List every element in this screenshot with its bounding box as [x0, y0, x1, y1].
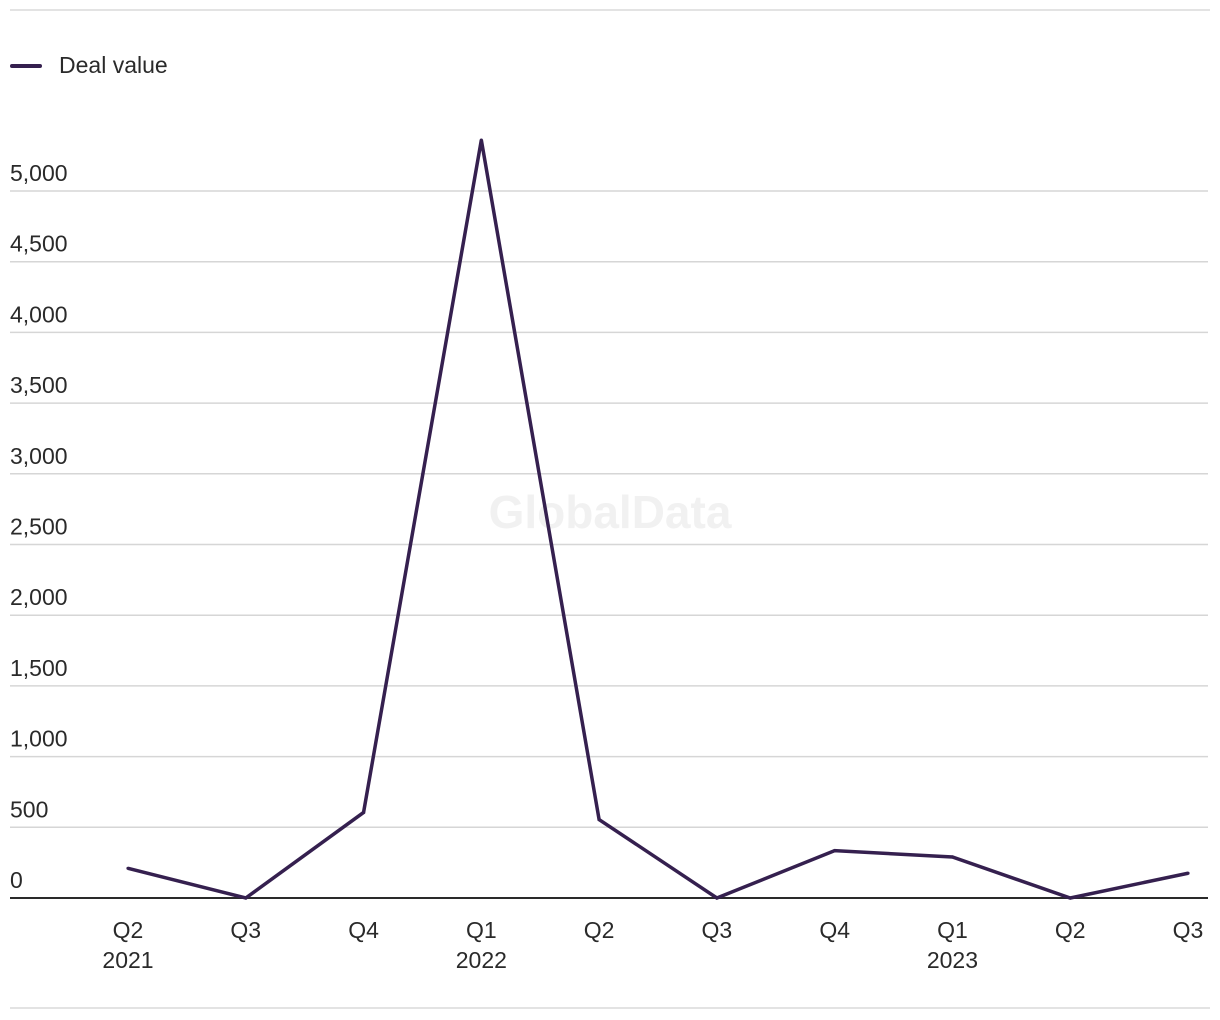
y-tick-label: 4,500: [10, 231, 68, 257]
data-point: [244, 896, 248, 900]
y-tick-label: 1,500: [10, 655, 68, 681]
y-tick-label: 2,500: [10, 514, 68, 540]
y-tick-label: 3,000: [10, 443, 68, 469]
x-tick-label: Q2: [584, 917, 615, 943]
data-point: [479, 138, 483, 142]
x-tick-label: Q4: [348, 917, 379, 943]
y-tick-label: 3,500: [10, 372, 68, 398]
legend: Deal value: [10, 52, 168, 79]
x-tick-label: Q3: [1173, 917, 1204, 943]
watermark: GlobalData: [489, 486, 732, 538]
grid-lines: [10, 190, 1208, 829]
y-tick-label: 4,000: [10, 301, 68, 327]
y-axis-labels: 0 500 1,000 1,500 2,000 2,500 3,000 3,500 4,000 4…: [10, 160, 68, 893]
y-tick-label: 5,000: [10, 160, 68, 186]
data-point: [126, 866, 130, 870]
x-tick-year-label: 2023: [927, 947, 978, 973]
x-tick-label: Q1: [466, 917, 497, 943]
legend-swatch: [10, 63, 42, 68]
series-line: [127, 139, 1189, 900]
legend-label: Deal value: [59, 52, 168, 78]
x-tick-label: Q3: [230, 917, 261, 943]
x-tick-label: Q1: [937, 917, 968, 943]
data-point: [715, 896, 719, 900]
x-tick-label: Q4: [819, 917, 850, 943]
y-tick-label: 500: [10, 796, 48, 822]
x-tick-year-label: 2021: [102, 947, 153, 973]
series-group: [126, 138, 1190, 900]
y-tick-label: 1,000: [10, 726, 68, 752]
y-tick-label: 2,000: [10, 584, 68, 610]
x-tick-label: Q3: [702, 917, 733, 943]
data-point: [597, 817, 601, 822]
data-point: [1068, 896, 1072, 900]
x-tick-label: Q2: [113, 917, 144, 943]
data-point: [361, 810, 366, 815]
data-point: [950, 855, 955, 859]
top-rule: [10, 9, 1210, 11]
x-tick-label: Q2: [1055, 917, 1086, 943]
data-point: [1186, 871, 1190, 875]
x-tick-year-label: 2022: [456, 947, 507, 973]
data-point: [833, 849, 837, 853]
y-tick-label: 0: [10, 867, 23, 893]
x-axis-labels: Q2 2021 Q3 Q4 Q1 2022 Q2 Q3 Q4 Q1 2023 Q2 Q3: [102, 917, 1203, 973]
bottom-rule: [10, 1007, 1210, 1009]
